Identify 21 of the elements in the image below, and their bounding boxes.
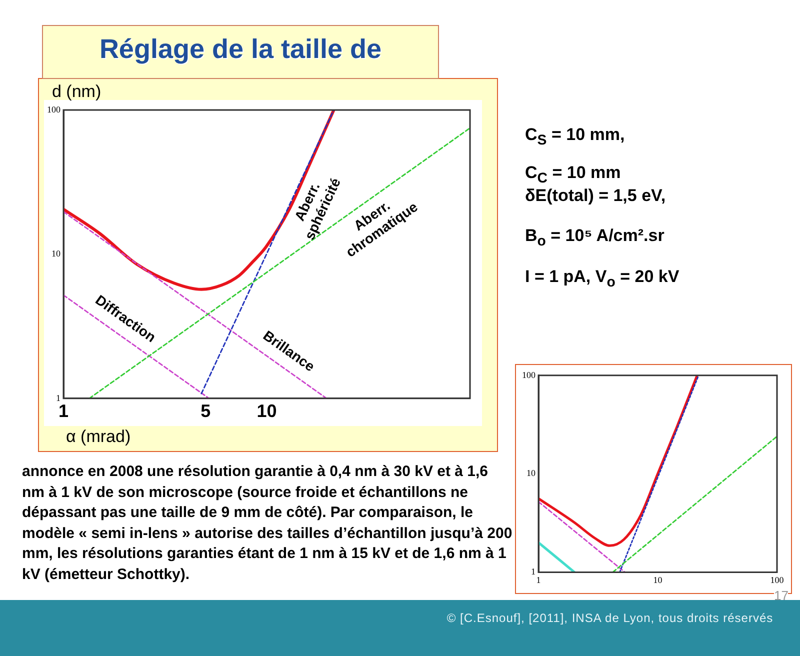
text: B$_{o}$ = 10⁵ A/cm².sr (525, 226, 664, 250)
x-tick-label: 10 (653, 574, 663, 585)
y-tick-label: 10 (526, 468, 536, 478)
text: C$_{S}$ = 10 mm, (525, 125, 625, 148)
y-axis-title: d (nm) (52, 82, 102, 102)
y-tick-label: 10 (52, 248, 61, 259)
text: annonce en 2008 une résolution garantie à 0,4 nm à 30 kV et à 1,6 nm à 1 kV de son microscope (source froide et échantillons ne dépassant pas une taille de 9 mm de côté). Par comparaison, le modèle « semi in-lens » autorise des tailles d’échantillon jusqu’à 200 mm, les résolutions garanties étant de 1 nm à 15 kV et de 1,6 nm à 1 kV (émetteur Schottky). (22, 462, 514, 585)
x-tick-label: 100 (770, 574, 784, 585)
chart-title: Réglage de la taille de (42, 25, 439, 79)
text: δE(total) = 1,5 eV, (525, 186, 666, 206)
y-tick-label: 100 (47, 104, 61, 114)
x-tick-label: 10 (256, 401, 277, 422)
y-tick-label: 100 (522, 370, 536, 380)
text: C$_{C}$ = 10 mm (525, 163, 621, 186)
x-axis-title: α (mrad) (66, 427, 131, 447)
text: I = 1 pA, V$_{o}$ = 20 kV (525, 267, 680, 290)
x-tick-label: 5 (200, 401, 211, 422)
text: 17 (774, 588, 788, 603)
text: © [C.Esnouf], [2011], INSA de Lyon, tous droits réservés (446, 610, 774, 627)
y-tick-label: 1 (56, 392, 60, 403)
y-tick-label: 1 (531, 566, 536, 577)
